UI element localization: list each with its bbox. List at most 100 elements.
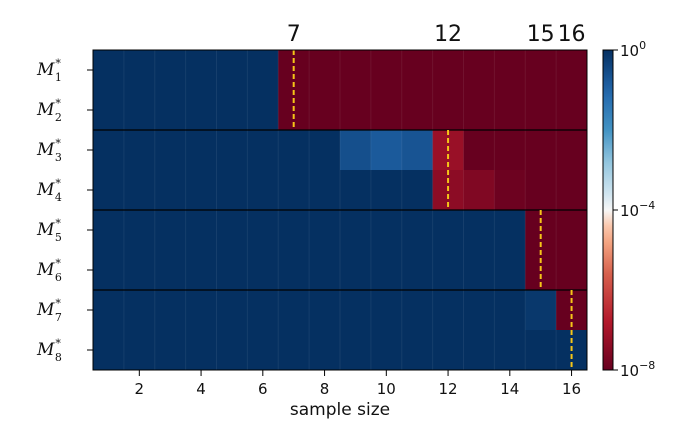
heatmap-cell [93,170,125,211]
heatmap-cell [370,330,403,371]
heatmap-cell [247,170,279,211]
heatmap-cell [309,90,341,131]
heatmap-cell [494,210,526,251]
heatmap-cell [185,250,217,291]
heatmap-cell [340,330,372,371]
heatmap-cell [154,250,187,291]
heatmap-cell [340,130,372,171]
row-label: M* 3 [36,137,62,164]
heatmap-cell [370,210,403,251]
heatmap-cell [463,290,495,331]
heatmap-cell [494,50,526,91]
heatmap-cell [154,290,187,331]
heatmap-cell [93,130,125,171]
heatmap-cell [185,170,217,211]
heatmap-cell [309,250,341,291]
heatmap-cell [216,210,248,251]
heatmap-cell [93,50,125,91]
row-label: M* 8 [36,337,62,364]
heatmap-cell [463,130,495,171]
heatmap-cell [309,210,341,251]
heatmap-cell [401,170,434,211]
heatmap-cell [432,210,464,251]
heatmap-cell [432,90,464,131]
threshold-label: 12 [434,22,462,47]
heatmap-cell [556,50,588,91]
heatmap-cells [93,50,588,371]
heatmap-cell [154,90,187,131]
colorbar-tick-label: 100 [620,39,646,60]
x-tick-label: 16 [562,380,581,398]
heatmap-cell [556,130,588,171]
x-tick-label: 14 [500,380,519,398]
heatmap-cell [463,90,495,131]
heatmap-cell [123,210,156,251]
heatmap-cell [123,170,156,211]
row-label: M* 1 [36,57,62,84]
x-tick-label: 6 [258,380,268,398]
heatmap-cell [370,170,403,211]
heatmap-cell [432,50,464,91]
heatmap-cell [154,330,187,371]
heatmap-cell [494,170,526,211]
heatmap-cell [123,250,156,291]
heatmap-cell [494,130,526,171]
heatmap-cell [93,210,125,251]
heatmap-cell [370,50,403,91]
heatmap-cell [123,130,156,171]
heatmap-cell [525,170,557,211]
heatmap-cell [216,90,248,131]
heatmap-cell [432,250,464,291]
heatmap-cell [93,290,125,331]
heatmap-cell [216,130,248,171]
heatmap-cell [154,130,187,171]
heatmap-cell [247,90,279,131]
heatmap-cell [401,210,434,251]
heatmap-cell [370,130,403,171]
heatmap-cell [247,210,279,251]
row-dividers [93,129,587,291]
heatmap-cell [185,90,217,131]
heatmap-cell [309,290,341,331]
colorbar-tick-label: 10−4 [620,199,655,220]
heatmap-cell [463,210,495,251]
heatmap-cell [556,90,588,131]
heatmap-cell [340,50,372,91]
heatmap-cell [278,130,310,171]
heatmap-cell [278,210,310,251]
heatmap-cell [463,330,495,371]
x-axis-label: sample size [290,400,390,420]
heatmap-cell [278,170,310,211]
heatmap-cell [370,290,403,331]
heatmap-cell [370,90,403,131]
heatmap-cell [494,330,526,371]
plot-frame [92,49,588,371]
heatmap-cell [247,50,279,91]
row-label: M* 5 [36,217,62,244]
heatmap-cell [93,330,125,371]
heatmap-cell [432,330,464,371]
heatmap-cell [494,290,526,331]
heatmap-cell [556,170,588,211]
heatmap-cell [340,210,372,251]
heatmap-cell [525,130,557,171]
heatmap-cell [556,250,588,291]
x-tick-label: 12 [439,380,458,398]
heatmap-cell [123,50,156,91]
heatmap-cell [123,290,156,331]
heatmap-cell [247,250,279,291]
y-axis: M* 1 M* 2 M* 3 M* 4 M* 5 M* 6 M* 7 M* 8 [36,57,93,364]
heatmap-cell [309,50,341,91]
threshold-label: 15 [527,22,555,47]
heatmap-cell [216,330,248,371]
heatmap-cell [401,90,434,131]
x-tick-label: 4 [196,380,206,398]
heatmap-cell [216,50,248,91]
heatmap-cell [93,90,125,131]
heatmap-cell [463,50,495,91]
x-axis: 2 4 6 8 10 12 14 16 [135,370,581,398]
heatmap-cell [278,290,310,331]
heatmap-cell [185,50,217,91]
